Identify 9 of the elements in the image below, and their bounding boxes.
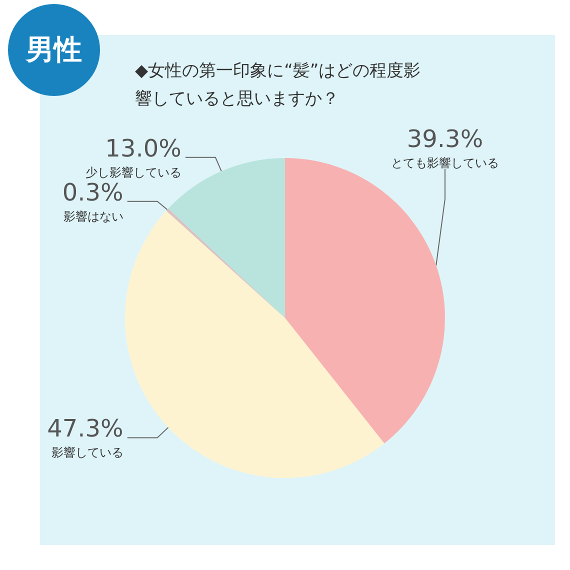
data-label: 39.3% <box>406 125 484 153</box>
data-label: 13.0% <box>105 134 182 162</box>
slice-label: 影響はない <box>63 209 124 224</box>
slice-label: とても影響している <box>391 156 499 170</box>
data-label: 47.3% <box>47 414 124 443</box>
chart-title: ◆女性の第一印象に“髪”はどの程度影響していると思いますか？ <box>135 61 421 109</box>
slice-label: 影響している <box>51 446 124 460</box>
slice-label: 少し影響している <box>85 165 182 180</box>
data-label: 0.3% <box>62 178 124 206</box>
